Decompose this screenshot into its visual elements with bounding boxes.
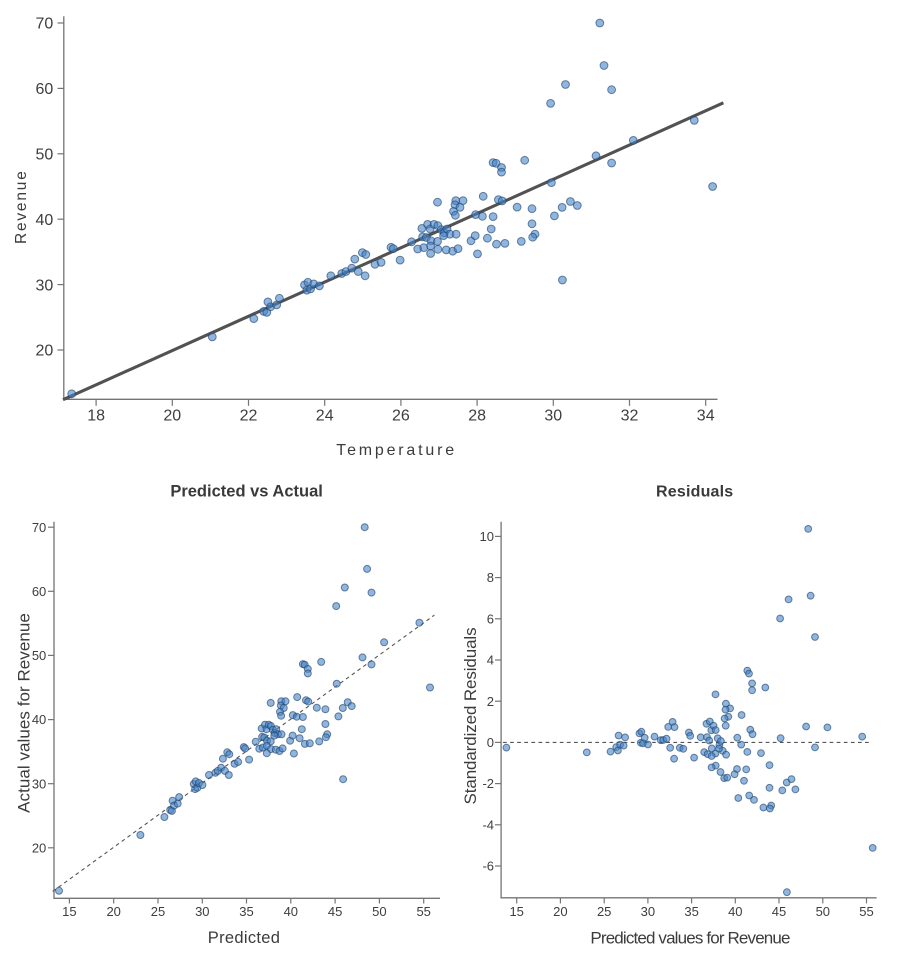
svg-text:-6: -6 bbox=[482, 859, 494, 874]
svg-text:0: 0 bbox=[487, 735, 494, 750]
svg-text:20: 20 bbox=[36, 343, 54, 360]
svg-text:50: 50 bbox=[32, 648, 46, 663]
svg-text:20: 20 bbox=[32, 840, 46, 855]
svg-text:50: 50 bbox=[816, 904, 830, 919]
svg-text:Actual values for Revenue: Actual values for Revenue bbox=[15, 613, 34, 813]
svg-text:15: 15 bbox=[509, 904, 523, 919]
svg-text:4: 4 bbox=[487, 653, 494, 668]
svg-text:30: 30 bbox=[195, 904, 209, 919]
svg-text:25: 25 bbox=[597, 904, 611, 919]
svg-text:55: 55 bbox=[416, 904, 430, 919]
svg-text:26: 26 bbox=[392, 408, 410, 425]
svg-text:6: 6 bbox=[487, 611, 494, 626]
svg-text:Standardized Residuals: Standardized Residuals bbox=[461, 628, 480, 805]
svg-text:70: 70 bbox=[36, 16, 54, 33]
svg-text:40: 40 bbox=[32, 712, 46, 727]
svg-text:30: 30 bbox=[544, 408, 562, 425]
svg-text:45: 45 bbox=[328, 904, 342, 919]
svg-text:15: 15 bbox=[62, 904, 76, 919]
svg-text:50: 50 bbox=[372, 904, 386, 919]
svg-text:Revenue: Revenue bbox=[13, 169, 30, 244]
svg-text:25: 25 bbox=[151, 904, 165, 919]
svg-text:45: 45 bbox=[772, 904, 786, 919]
svg-text:20: 20 bbox=[553, 904, 567, 919]
svg-text:30: 30 bbox=[32, 776, 46, 791]
svg-text:30: 30 bbox=[36, 277, 54, 294]
svg-text:Predicted vs Actual: Predicted vs Actual bbox=[170, 483, 323, 501]
svg-text:10: 10 bbox=[480, 529, 494, 544]
svg-text:30: 30 bbox=[641, 904, 655, 919]
svg-text:40: 40 bbox=[36, 212, 54, 229]
svg-text:20: 20 bbox=[106, 904, 120, 919]
svg-text:40: 40 bbox=[284, 904, 298, 919]
svg-text:35: 35 bbox=[239, 904, 253, 919]
svg-text:32: 32 bbox=[621, 408, 639, 425]
svg-text:18: 18 bbox=[87, 408, 105, 425]
svg-text:20: 20 bbox=[163, 408, 181, 425]
svg-text:28: 28 bbox=[468, 408, 486, 425]
svg-text:2: 2 bbox=[487, 694, 494, 709]
svg-text:Predicted values for Revenue: Predicted values for Revenue bbox=[590, 928, 790, 947]
svg-text:55: 55 bbox=[859, 904, 873, 919]
svg-text:40: 40 bbox=[728, 904, 742, 919]
svg-text:-4: -4 bbox=[482, 817, 494, 832]
svg-text:35: 35 bbox=[684, 904, 698, 919]
svg-text:60: 60 bbox=[32, 584, 46, 599]
svg-text:Residuals: Residuals bbox=[656, 483, 733, 500]
svg-text:22: 22 bbox=[240, 408, 258, 425]
svg-text:Predicted: Predicted bbox=[208, 929, 280, 947]
svg-text:24: 24 bbox=[316, 408, 334, 425]
svg-text:34: 34 bbox=[697, 408, 715, 425]
svg-text:8: 8 bbox=[487, 570, 494, 585]
svg-text:60: 60 bbox=[36, 81, 54, 98]
svg-text:-2: -2 bbox=[482, 776, 494, 791]
svg-text:50: 50 bbox=[36, 147, 54, 164]
svg-text:70: 70 bbox=[32, 520, 46, 535]
svg-text:Temperature: Temperature bbox=[336, 442, 457, 459]
